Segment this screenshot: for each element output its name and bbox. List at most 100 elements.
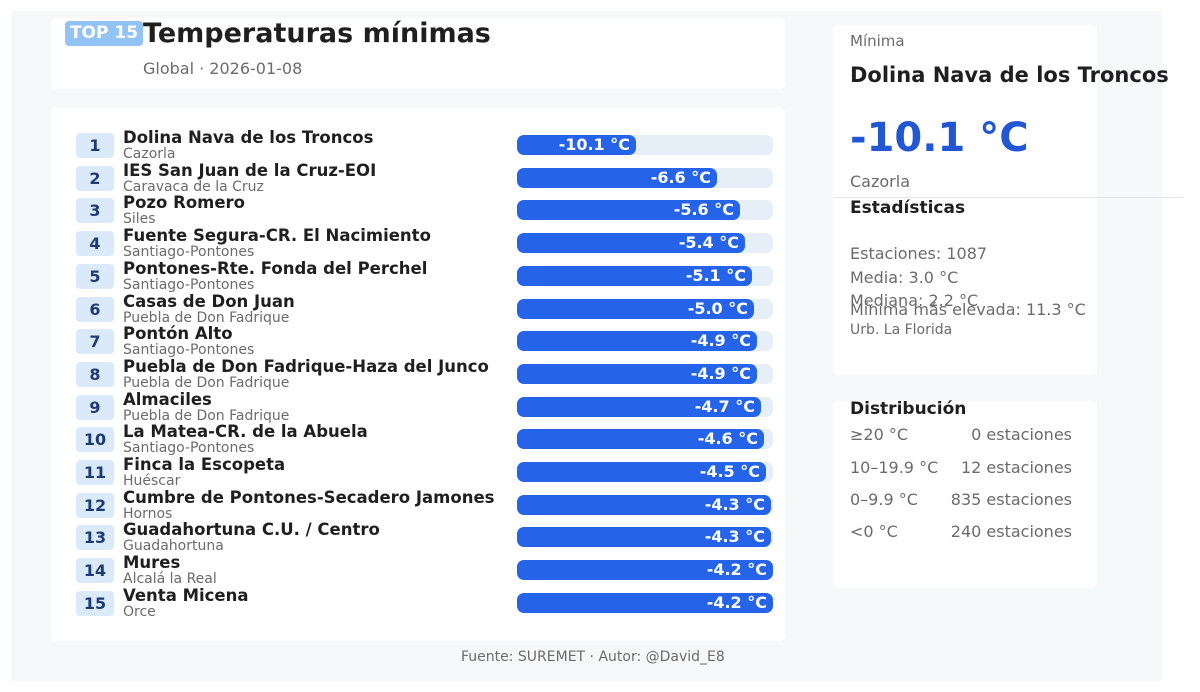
source-footer: Fuente: SUREMET · Autor: @David_E8	[461, 649, 725, 665]
bar	[517, 298, 754, 319]
rank-badge: 4	[76, 231, 114, 257]
station-name: Pozo Romero	[123, 193, 246, 213]
bar-value-label: -5.6 °C	[673, 200, 734, 220]
bar-value-label: -4.3 °C	[704, 527, 765, 547]
stat-highest-min-station: Urb. La Florida	[850, 322, 953, 338]
ranking-row: 6 Casas de Don Juan Puebla de Don Fadrique…	[51, 292, 785, 326]
station-name: Fuente Segura-CR. El Nacimiento	[123, 226, 431, 246]
bar-value-label: -5.1 °C	[685, 265, 746, 285]
bar-value-label: -6.6 °C	[650, 167, 711, 187]
station-municipality: Orce	[123, 603, 156, 620]
bar-value-label: -4.2 °C	[706, 560, 767, 580]
bar-value-label: -5.4 °C	[678, 233, 739, 253]
bar	[517, 560, 773, 581]
station-municipality: Santiago-Pontones	[123, 342, 255, 359]
station-name: Puebla de Don Fadrique-Haza del Junco	[123, 356, 489, 376]
minimum-municipality: Cazorla	[850, 172, 910, 191]
bar	[517, 494, 771, 515]
bar-value-label: -5.0 °C	[687, 298, 748, 318]
station-municipality: Alcalá la Real	[123, 571, 217, 588]
station-name: IES San Juan de la Cruz-EOI	[123, 160, 377, 180]
rank-badge: 13	[76, 525, 114, 551]
bar-value-label: -4.6 °C	[697, 429, 758, 449]
minimum-station: Dolina Nava de los Troncos	[850, 63, 1169, 87]
station-name: Cumbre de Pontones-Secadero Jamones	[123, 487, 495, 507]
station-name: Pontón Alto	[123, 324, 233, 344]
rank-badge: 1	[76, 133, 114, 158]
station-municipality: Santiago-Pontones	[123, 276, 255, 293]
ranking-row: 8 Puebla de Don Fadrique-Haza del Junco Pu…	[51, 356, 785, 391]
bar	[517, 265, 752, 286]
rank-badge: 7	[76, 329, 114, 355]
bar-value-label: -4.7 °C	[694, 396, 755, 416]
ranking-row: 7 Pontón Alto Santiago-Pontones -4.9 °C	[51, 324, 785, 359]
ranking-row: 2 IES San Juan de la Cruz-EOI Caravaca de …	[51, 160, 785, 195]
station-municipality: Santiago-Pontones	[123, 244, 255, 261]
header-card: TOP 15 Temperaturas mínimas Global · 202…	[51, 18, 785, 89]
rank-badge: 8	[76, 361, 114, 387]
bar	[517, 233, 745, 254]
bar	[517, 331, 757, 352]
rank-badge: 10	[76, 427, 114, 453]
dist-count: 240 estaciones	[950, 522, 1072, 541]
station-name: Pontones-Rte. Fonda del Perchel	[123, 258, 428, 278]
ranking-row: 13 Guadahortuna C.U. / Centro Guadahortuna…	[51, 520, 785, 555]
minimum-label: Mínima	[850, 32, 905, 50]
ranking-row: 10 La Matea-CR. de la Abuela Santiago-Pont…	[51, 422, 785, 457]
ranking-row: 11 Finca la Escopeta Huéscar -4.5 °C	[51, 455, 785, 489]
minimum-card: Mínima Dolina Nava de los Troncos -10.1 …	[833, 25, 1183, 375]
stat-highest-min: Mínima más elevada: 11.3 °C	[850, 300, 1086, 319]
station-municipality: Puebla de Don Fadrique	[123, 309, 290, 326]
station-name: La Matea-CR. de la Abuela	[123, 422, 368, 442]
bar	[517, 527, 771, 548]
bar	[517, 396, 761, 417]
minimum-value: -10.1 °C	[850, 115, 1029, 161]
stats-title: Estadísticas	[850, 198, 966, 218]
station-municipality: Cazorla	[123, 146, 176, 162]
bar-value-label: -4.5 °C	[699, 462, 760, 481]
rank-badge: 3	[76, 198, 114, 224]
bar	[517, 135, 636, 155]
ranking-row: 3 Pozo Romero Siles -5.6 °C	[51, 193, 785, 227]
station-municipality: Caravaca de la Cruz	[123, 178, 264, 195]
rank-badge: 12	[76, 492, 114, 518]
rank-badge: 6	[76, 296, 114, 322]
dist-range: <0 °C	[850, 522, 898, 541]
ranking-row: 4 Fuente Segura-CR. El Nacimiento Santiago…	[51, 226, 785, 261]
station-municipality: Puebla de Don Fadrique	[123, 374, 290, 391]
rank-badge: 2	[76, 165, 114, 191]
station-name: Almaciles	[123, 389, 212, 409]
page-title: Temperaturas mínimas	[143, 18, 491, 49]
bar	[517, 200, 740, 221]
page-subtitle: Global · 2026-01-08	[143, 59, 303, 78]
stats-divider	[833, 197, 1183, 198]
ranking-row: 5 Pontones-Rte. Fonda del Perchel Santiago…	[51, 258, 785, 293]
rank-badge: 11	[76, 460, 114, 485]
dist-count: 835 estaciones	[950, 490, 1072, 509]
distribution-title: Distribución	[850, 399, 967, 419]
dist-range: ≥20 °C	[850, 425, 909, 444]
ranking-list: 1 Dolina Nava de los Troncos Cazorla -10.1 …	[51, 107, 785, 641]
ranking-row: 9 Almaciles Puebla de Don Fadrique -4.7 °C	[51, 389, 785, 424]
dist-count: 12 estaciones	[960, 458, 1072, 477]
station-municipality: Guadahortuna	[123, 538, 224, 555]
bar-value-label: -4.2 °C	[706, 592, 767, 612]
station-municipality: Santiago-Pontones	[123, 440, 255, 457]
ranking-row: 14 Mures Alcalá la Real -4.2 °C	[51, 553, 785, 588]
station-municipality: Puebla de Don Fadrique	[123, 407, 290, 424]
distribution-card: Distribución ≥20 °C 0 estaciones 10–19.9…	[833, 399, 1097, 588]
chart-canvas: TOP 15 Temperaturas mínimas Global · 202…	[11, 11, 1183, 681]
ranking-row: 12 Cumbre de Pontones-Secadero Jamones Hor…	[51, 487, 785, 522]
station-municipality: Hornos	[123, 505, 173, 522]
bar	[517, 429, 764, 450]
station-name: Guadahortuna C.U. / Centro	[123, 520, 380, 540]
bar-value-label: -10.1 °C	[558, 135, 630, 154]
bar	[517, 462, 766, 482]
bar-value-label: -4.3 °C	[704, 494, 765, 514]
bar-value-label: -4.9 °C	[690, 331, 751, 351]
stat-median: Mediana: 2.2 °C	[850, 291, 979, 310]
top-badge: TOP 15	[65, 21, 143, 46]
bar	[517, 592, 773, 613]
bar-value-label: -4.9 °C	[690, 363, 751, 383]
rank-badge: 14	[76, 558, 114, 584]
